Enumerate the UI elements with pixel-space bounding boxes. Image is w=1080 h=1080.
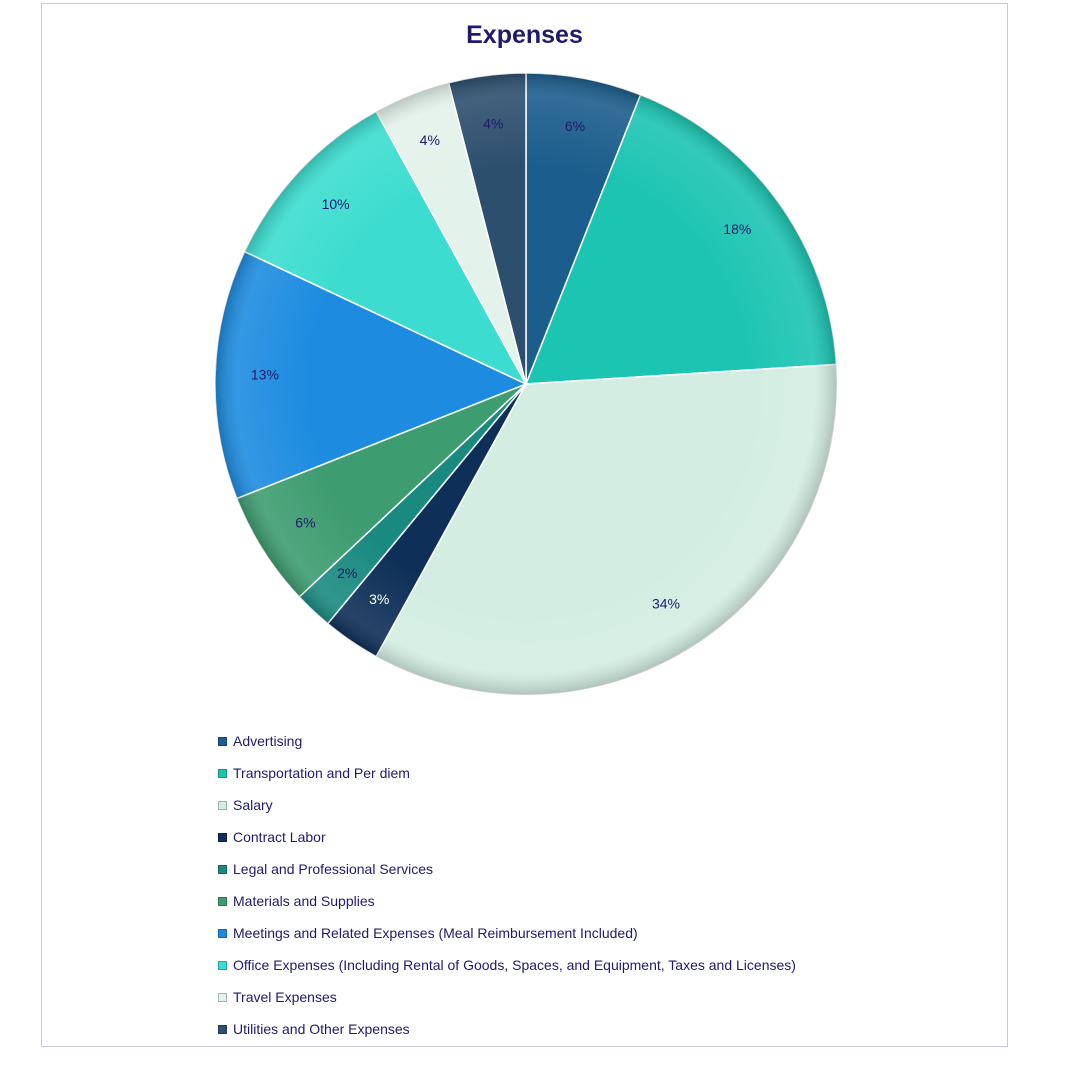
legend-item: Meetings and Related Expenses (Meal Reim… bbox=[218, 917, 796, 949]
legend-label: Advertising bbox=[233, 733, 303, 749]
legend-item: Advertising bbox=[218, 725, 796, 757]
data-label-2: 18% bbox=[723, 221, 751, 237]
legend-swatch bbox=[218, 960, 227, 970]
data-label-3: 34% bbox=[652, 595, 680, 611]
legend-item: Office Expenses (Including Rental of Goo… bbox=[218, 949, 796, 981]
legend-label: Legal and Professional Services bbox=[233, 861, 434, 877]
legend-label: Meetings and Related Expenses (Meal Reim… bbox=[233, 925, 638, 941]
legend-label: Office Expenses (Including Rental of Goo… bbox=[233, 957, 796, 973]
data-label-7: 13% bbox=[251, 367, 279, 383]
legend-item: Materials and Supplies bbox=[218, 885, 796, 917]
legend-swatch bbox=[218, 928, 227, 938]
data-label-6: 6% bbox=[295, 515, 315, 531]
legend-item: Travel Expenses bbox=[218, 981, 796, 1013]
chart-title: Expenses bbox=[466, 21, 583, 49]
legend-label: Contract Labor bbox=[233, 829, 326, 845]
legend-item: Contract Labor bbox=[218, 821, 796, 853]
data-label-9: 4% bbox=[420, 132, 440, 148]
data-label-10: 4% bbox=[483, 116, 503, 132]
data-label-1: 6% bbox=[565, 118, 585, 134]
legend-swatch bbox=[218, 736, 227, 746]
legend-swatch bbox=[218, 864, 227, 874]
legend-swatch bbox=[218, 832, 227, 842]
legend-label: Transportation and Per diem bbox=[233, 765, 410, 781]
legend-swatch bbox=[218, 992, 227, 1002]
legend-item: Transportation and Per diem bbox=[218, 757, 796, 789]
legend-label: Travel Expenses bbox=[233, 989, 337, 1005]
legend-swatch bbox=[218, 800, 227, 810]
legend-label: Materials and Supplies bbox=[233, 893, 375, 909]
legend-swatch bbox=[218, 896, 227, 906]
legend-swatch bbox=[218, 768, 227, 778]
legend-item: Salary bbox=[218, 789, 796, 821]
data-label-4: 3% bbox=[369, 591, 389, 607]
legend: Advertising Transportation and Per diem Sa… bbox=[218, 725, 796, 1045]
legend-item: Utilities and Other Expenses bbox=[218, 1013, 796, 1045]
data-label-8: 10% bbox=[322, 196, 350, 212]
legend-item: Legal and Professional Services bbox=[218, 853, 796, 885]
data-label-5: 2% bbox=[337, 565, 357, 581]
legend-swatch bbox=[218, 1024, 227, 1034]
legend-label: Salary bbox=[233, 797, 273, 813]
legend-label: Utilities and Other Expenses bbox=[233, 1021, 410, 1037]
